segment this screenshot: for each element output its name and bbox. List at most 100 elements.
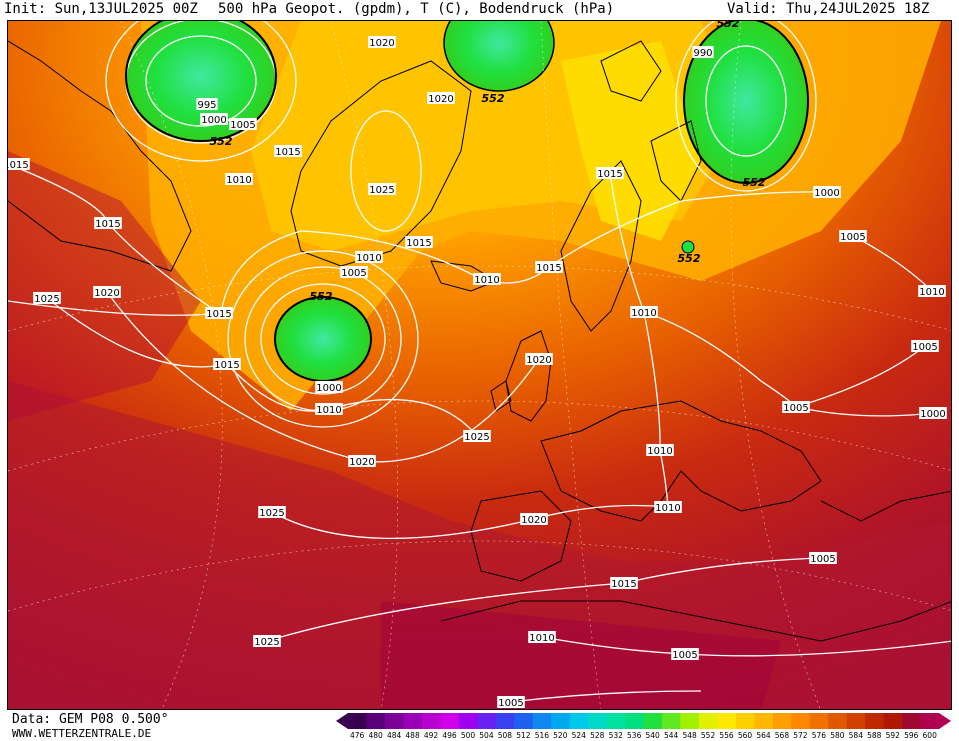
legend-tick-label: 564 xyxy=(756,731,771,739)
legend-swatch xyxy=(403,713,423,729)
legend-tick-label: 508 xyxy=(498,731,513,739)
legend-swatch xyxy=(625,713,644,729)
legend-tick-label: 512 xyxy=(516,731,531,739)
svg-text:1025: 1025 xyxy=(254,637,279,648)
map-title: 500 hPa Geopot. (gpdm), T (C), Bodendruc… xyxy=(218,1,615,17)
svg-text:1015: 1015 xyxy=(406,238,431,249)
height-contour-label: 552 xyxy=(210,135,233,148)
svg-text:1025: 1025 xyxy=(464,432,489,443)
legend-swatch xyxy=(828,713,848,729)
site-link[interactable]: WWW.WETTERZENTRALE.DE xyxy=(12,727,152,740)
svg-text:1000: 1000 xyxy=(920,409,945,420)
legend-swatch xyxy=(588,713,608,729)
svg-text:995: 995 xyxy=(197,100,216,111)
scandinavia-coast xyxy=(560,160,642,332)
legend-tick-label: 492 xyxy=(424,731,439,739)
legend-swatch xyxy=(717,713,737,729)
coastlines xyxy=(8,40,951,642)
svg-text:1000: 1000 xyxy=(316,383,341,394)
svg-text:1020: 1020 xyxy=(526,355,551,366)
legend-tick-label: 484 xyxy=(387,731,402,739)
svg-text:1015: 1015 xyxy=(597,169,622,180)
svg-text:1015: 1015 xyxy=(611,579,636,590)
isobar-label: 1015 xyxy=(213,358,241,371)
legend-tick-label: 568 xyxy=(775,731,790,739)
isobar-label: 1015 xyxy=(94,217,122,230)
legend-tick-label: 588 xyxy=(867,731,882,739)
legend-tick-label: 524 xyxy=(572,731,587,739)
legend-tick-label: 592 xyxy=(886,731,901,739)
legend-tick-label: 536 xyxy=(627,731,642,739)
legend-tick-label: 580 xyxy=(830,731,845,739)
isobar-label: 1005 xyxy=(229,118,257,131)
svg-text:1010: 1010 xyxy=(356,253,381,264)
valid-time: Valid: Thu,24JUL2025 18Z xyxy=(727,1,930,17)
isobar-label: 1005 xyxy=(782,401,810,414)
isobar-label: 1020 xyxy=(427,92,455,105)
legend-tick-label: 496 xyxy=(442,731,457,739)
svg-text:1000: 1000 xyxy=(814,188,839,199)
isobar-label: 1010 xyxy=(473,273,501,286)
low-arctic xyxy=(443,21,555,92)
legend-swatch xyxy=(846,713,866,729)
legend-swatch xyxy=(366,713,386,729)
height-contour-label: 552 xyxy=(678,252,701,265)
legend-tick-label: 516 xyxy=(535,731,550,739)
legend-tick-label: 584 xyxy=(849,731,864,739)
legend-arrow-left xyxy=(336,713,348,729)
isobar-label: 1005 xyxy=(340,266,368,279)
legend-swatch xyxy=(902,713,922,729)
svg-text:1020: 1020 xyxy=(428,94,453,105)
weather-map: 1020 995 1000 1005 1015 1010 1015 1020 1025 1015 1… xyxy=(7,20,952,710)
data-source: Data: GEM P08 0.500° xyxy=(12,712,169,727)
svg-text:1005: 1005 xyxy=(912,342,937,353)
svg-text:1005: 1005 xyxy=(783,403,808,414)
height-contour-label: 552 xyxy=(310,290,333,303)
legend-tick-label: 488 xyxy=(405,731,420,739)
legend-swatch xyxy=(532,713,552,729)
legend-tick-label: 504 xyxy=(479,731,494,739)
isobar-label: 1025 xyxy=(258,506,286,519)
legend-swatch xyxy=(809,713,829,729)
legend-tick-label: 476 xyxy=(350,731,365,739)
legend-swatch xyxy=(920,713,940,729)
legend-tick-label: 552 xyxy=(701,731,716,739)
pressure-labels: 1020 995 1000 1005 1015 1010 1015 1020 1025 1015 1… xyxy=(8,36,947,709)
legend-tick-label: 520 xyxy=(553,731,568,739)
isobar-label: 1025 xyxy=(33,292,61,305)
isobar-label: 1010 xyxy=(918,285,946,298)
svg-text:1020: 1020 xyxy=(369,38,394,49)
isobar-label: 1025 xyxy=(253,635,281,648)
svg-text:1005: 1005 xyxy=(341,268,366,279)
legend-swatch xyxy=(754,713,774,729)
legend-tick-label: 532 xyxy=(609,731,624,739)
svg-text:1010: 1010 xyxy=(647,446,672,457)
map-canvas: 1020 995 1000 1005 1015 1010 1015 1020 1025 1015 1… xyxy=(8,21,951,709)
legend-tick-label: 600 xyxy=(923,731,938,739)
legend-swatch xyxy=(643,713,663,729)
legend-swatch xyxy=(348,713,367,729)
legend-swatch xyxy=(477,713,497,729)
isobar-label: 1005 xyxy=(809,552,837,565)
svg-text:1010: 1010 xyxy=(655,503,680,514)
isobar-label: 1005 xyxy=(911,340,939,353)
svg-text:1010: 1010 xyxy=(919,287,944,298)
legend-swatch xyxy=(680,713,700,729)
isobar-label: 1010 xyxy=(225,173,253,186)
svg-text:1025: 1025 xyxy=(34,294,59,305)
isobar-label: 1020 xyxy=(348,455,376,468)
svg-text:1005: 1005 xyxy=(840,232,865,243)
low-small xyxy=(681,240,695,254)
isobar-label: 1025 xyxy=(463,430,491,443)
legend-tick-label: 480 xyxy=(368,731,383,739)
svg-text:1015: 1015 xyxy=(275,147,300,158)
isobar-label: 1025 xyxy=(368,183,396,196)
legend-tick-label: 540 xyxy=(646,731,661,739)
legend-swatch xyxy=(514,713,534,729)
svg-text:1025: 1025 xyxy=(259,508,284,519)
svg-text:1010: 1010 xyxy=(631,308,656,319)
legend-swatch xyxy=(865,713,885,729)
isobar-label: 1005 xyxy=(671,648,699,661)
greenland-coast xyxy=(290,60,472,267)
svg-text:1015: 1015 xyxy=(214,360,239,371)
